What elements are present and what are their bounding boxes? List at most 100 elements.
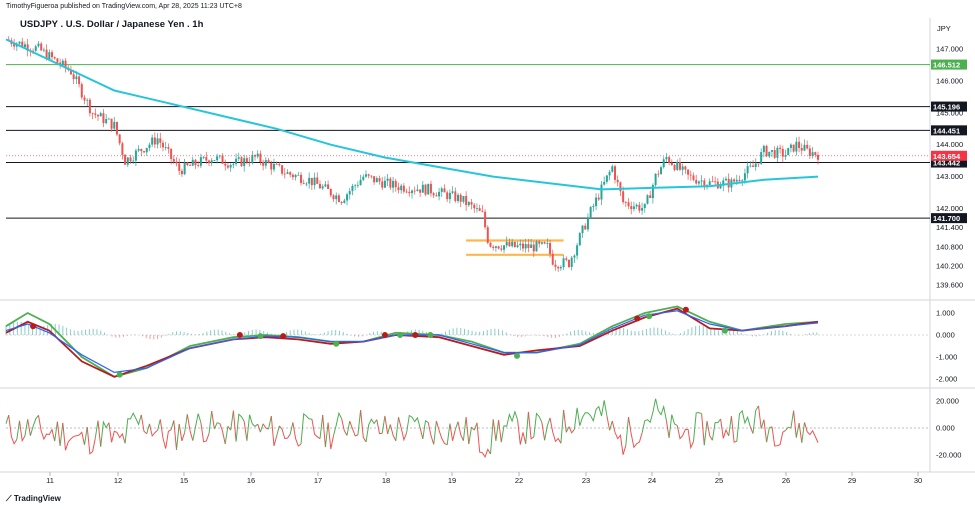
candle-body bbox=[99, 113, 102, 117]
candle-body bbox=[530, 244, 533, 249]
candle-body bbox=[235, 158, 238, 164]
candle-body bbox=[208, 160, 210, 164]
candle-body bbox=[64, 60, 67, 68]
current-price-badge-label: 143.654 bbox=[933, 152, 961, 161]
oscillator-segment bbox=[149, 423, 158, 438]
cross-marker bbox=[257, 333, 264, 340]
candle-body bbox=[389, 178, 392, 188]
candle-body bbox=[145, 147, 148, 153]
candle-body bbox=[806, 144, 809, 149]
tradingview-logo[interactable]: ⟋ TradingView bbox=[6, 494, 61, 504]
candle-body bbox=[97, 114, 100, 117]
candle-body bbox=[202, 157, 205, 158]
cross-marker bbox=[412, 332, 419, 338]
candle-body bbox=[505, 242, 508, 246]
candle-body bbox=[86, 99, 89, 101]
oscillator-segment bbox=[324, 422, 329, 448]
oscillator-segment bbox=[16, 420, 20, 440]
oscillator-segment bbox=[701, 413, 705, 446]
oscillator-segment bbox=[490, 419, 494, 455]
oscillator-segment bbox=[611, 420, 627, 455]
oscillator-tick-label: -20.000 bbox=[936, 451, 961, 460]
candle-body bbox=[113, 121, 116, 129]
candle-body bbox=[811, 152, 814, 156]
x-tick-label: 30 bbox=[914, 476, 922, 485]
candle-body bbox=[362, 176, 365, 180]
oscillator-segment bbox=[387, 424, 391, 435]
candle-body bbox=[643, 203, 646, 209]
oscillator-segment bbox=[5, 414, 10, 424]
oscillator-segment bbox=[763, 419, 768, 443]
candle-body bbox=[654, 173, 657, 185]
candle-body bbox=[23, 44, 26, 48]
oscillator-segment bbox=[257, 423, 261, 433]
brand-label: TradingView bbox=[13, 494, 61, 503]
candle-body bbox=[646, 195, 649, 204]
oscillator-segment bbox=[541, 422, 546, 441]
candle-body bbox=[484, 211, 487, 228]
candle-body bbox=[383, 180, 386, 188]
candle-body bbox=[475, 208, 478, 209]
oscillator-segment bbox=[192, 413, 202, 441]
candle-body bbox=[662, 159, 665, 168]
candle-body bbox=[752, 165, 755, 167]
candle-body bbox=[310, 177, 313, 186]
oscillator-segment bbox=[232, 410, 237, 442]
candle-body bbox=[354, 185, 357, 187]
candle-body bbox=[684, 166, 687, 170]
oscillator-segment bbox=[259, 423, 264, 433]
oscillator-segment bbox=[449, 423, 456, 441]
cross-marker bbox=[333, 340, 340, 347]
x-tick-label: 22 bbox=[515, 476, 523, 485]
oscillator-segment bbox=[771, 426, 786, 447]
oscillator-segment bbox=[100, 420, 110, 447]
candle-body bbox=[800, 148, 803, 151]
candle-body bbox=[803, 144, 806, 151]
candle-body bbox=[126, 157, 129, 165]
candle-body bbox=[622, 191, 625, 203]
candle-body bbox=[503, 245, 506, 250]
oscillator-segment bbox=[398, 417, 408, 442]
candle-body bbox=[324, 184, 327, 187]
candle-body bbox=[270, 162, 273, 170]
oscillator-segment bbox=[292, 422, 302, 447]
candle-body bbox=[381, 181, 384, 188]
candle-body bbox=[573, 255, 576, 258]
candle-body bbox=[538, 241, 541, 244]
candle-body bbox=[668, 157, 671, 163]
candle-body bbox=[492, 246, 495, 248]
oscillator-segment bbox=[760, 419, 765, 429]
candle-body bbox=[714, 181, 717, 183]
oscillator-segment bbox=[563, 409, 567, 433]
oscillator-segment bbox=[628, 417, 643, 449]
price-level-badge-label: 141.700 bbox=[933, 214, 960, 223]
oscillator-segment bbox=[176, 423, 180, 450]
x-tick-label: 19 bbox=[448, 476, 456, 485]
oscillator-segment bbox=[230, 410, 234, 431]
oscillator-segment bbox=[8, 415, 18, 445]
candle-body bbox=[348, 191, 351, 195]
oscillator-segment bbox=[278, 425, 291, 440]
cross-marker bbox=[634, 315, 641, 322]
candle-body bbox=[194, 159, 197, 166]
oscillator-segment bbox=[62, 422, 85, 451]
candle-body bbox=[592, 206, 595, 208]
oscillator-segment bbox=[360, 410, 367, 443]
candle-body bbox=[635, 204, 638, 207]
momentum-tick-label: 0.000 bbox=[936, 331, 955, 340]
candle-body bbox=[535, 241, 538, 252]
oscillator-segment bbox=[38, 415, 56, 442]
candle-body bbox=[186, 162, 189, 166]
candle-body bbox=[733, 179, 736, 182]
candle-body bbox=[229, 164, 232, 168]
oscillator-tick-label: 0.000 bbox=[936, 424, 955, 433]
candle-body bbox=[630, 206, 633, 210]
candle-body bbox=[416, 189, 419, 191]
candle-body bbox=[789, 144, 792, 149]
oscillator-segment bbox=[346, 421, 351, 436]
oscillator-segment bbox=[262, 423, 269, 430]
oscillator-segment bbox=[706, 421, 713, 441]
x-tick-label: 24 bbox=[648, 476, 656, 485]
candle-body bbox=[143, 151, 146, 153]
